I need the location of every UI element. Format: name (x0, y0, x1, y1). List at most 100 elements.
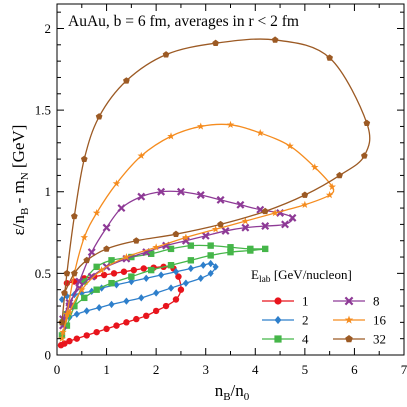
x-axis-title: nB/n0 (215, 381, 250, 403)
data-point (66, 337, 73, 345)
data-point (83, 332, 90, 339)
data-point (310, 163, 319, 171)
data-point (75, 277, 84, 286)
legend-marker (345, 335, 353, 343)
data-point (100, 271, 108, 279)
annotation: AuAu, b = 6 fm, averages in r < 2 fm (68, 13, 299, 30)
x-tick-label: 2 (153, 362, 160, 377)
data-point (73, 310, 80, 318)
data-point (301, 191, 309, 198)
data-point (143, 312, 150, 320)
legend-item-4: 4 (262, 332, 309, 347)
data-point (147, 266, 155, 274)
data-point (102, 223, 111, 232)
legend-label: 8 (373, 294, 380, 309)
data-point (58, 334, 66, 342)
data-point (187, 257, 195, 264)
data-point (140, 265, 147, 272)
data-point (217, 220, 224, 228)
data-point (261, 222, 270, 231)
data-point (97, 266, 106, 274)
data-point (207, 252, 214, 259)
legend-marker (274, 335, 282, 343)
data-point (117, 204, 126, 213)
data-point (92, 208, 101, 217)
legend-label: 32 (373, 332, 386, 347)
data-point (57, 342, 65, 349)
data-point (113, 322, 120, 329)
legend-item-32: 32 (333, 332, 386, 347)
x-tick-label: 1 (103, 362, 110, 377)
data-point (61, 289, 68, 296)
series-1 (57, 263, 185, 349)
data-point (138, 294, 145, 302)
legend-item-8: 8 (333, 294, 380, 309)
data-point (132, 237, 140, 244)
data-point (103, 325, 110, 333)
data-point (63, 322, 71, 329)
data-point (95, 113, 103, 120)
data-point (152, 307, 160, 315)
legend-item-1: 1 (262, 294, 309, 309)
series-32 (58, 36, 371, 326)
data-point (175, 273, 182, 280)
legend-marker (344, 315, 354, 324)
legend-label: 4 (302, 332, 309, 347)
data-point (63, 269, 71, 277)
data-point (153, 289, 160, 297)
series-line (61, 38, 371, 323)
data-point (133, 315, 140, 323)
legend: Elab [GeV/nucleon] 1 2 4 8 16 32 (251, 267, 387, 347)
data-point (103, 245, 110, 252)
ticks-layer: 0 1 2 3 4 5 6 7 0 0.5 1 1.5 2 (35, 4, 407, 377)
legend-label: 1 (302, 294, 309, 309)
data-point (71, 269, 78, 277)
data-point (93, 286, 100, 293)
data-point (361, 152, 368, 159)
data-point (110, 270, 118, 277)
data-point (152, 243, 160, 251)
data-point (226, 120, 235, 129)
data-point (120, 268, 128, 275)
data-point (281, 220, 290, 229)
data-point (113, 281, 120, 289)
x-tick-label: 3 (202, 362, 209, 377)
data-point (196, 122, 205, 130)
data-point (216, 195, 225, 204)
data-point (221, 226, 230, 235)
data-point (271, 208, 279, 217)
data-point (87, 248, 96, 257)
data-point (207, 242, 214, 249)
data-point (187, 242, 195, 249)
x-tick-label: 0 (54, 362, 61, 377)
data-point (200, 261, 207, 269)
data-point (87, 272, 96, 281)
data-point (71, 302, 78, 310)
y-tick-label: 0.5 (35, 266, 51, 281)
data-point (123, 297, 130, 305)
data-point (58, 295, 65, 304)
data-point (197, 274, 204, 282)
data-point (167, 284, 175, 292)
legend-item-16: 16 (333, 313, 387, 328)
y-tick-label: 0 (45, 348, 52, 363)
legend-label: 2 (302, 313, 309, 328)
data-point (172, 268, 180, 276)
data-point (227, 248, 234, 256)
data-point (137, 151, 146, 160)
data-point (211, 225, 220, 233)
data-point (176, 187, 185, 196)
series-line (60, 266, 182, 346)
data-point (108, 257, 115, 264)
data-point (247, 247, 254, 254)
data-point (83, 307, 90, 315)
data-point (288, 213, 297, 222)
legend-marker (274, 297, 282, 305)
data-point (108, 300, 115, 309)
data-point (162, 302, 170, 310)
data-point (162, 51, 170, 58)
data-point (83, 256, 91, 264)
data-point (63, 310, 71, 318)
series-8 (58, 187, 297, 330)
